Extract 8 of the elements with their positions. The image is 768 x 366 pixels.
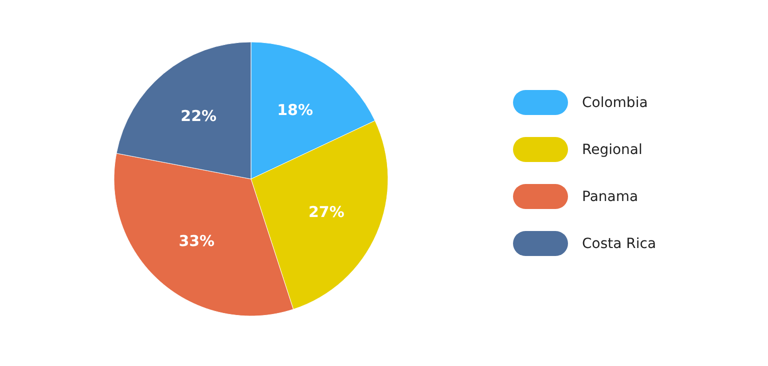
data-label: 33%: [178, 232, 215, 250]
legend-label: Panama: [582, 188, 638, 205]
data-label: 22%: [180, 106, 217, 125]
legend-label: Colombia: [582, 94, 648, 111]
legend-label: Regional: [582, 142, 642, 158]
legend-label: Costa Rica: [582, 236, 656, 252]
data-label: 27%: [308, 202, 344, 221]
data-label: 18%: [277, 100, 313, 119]
